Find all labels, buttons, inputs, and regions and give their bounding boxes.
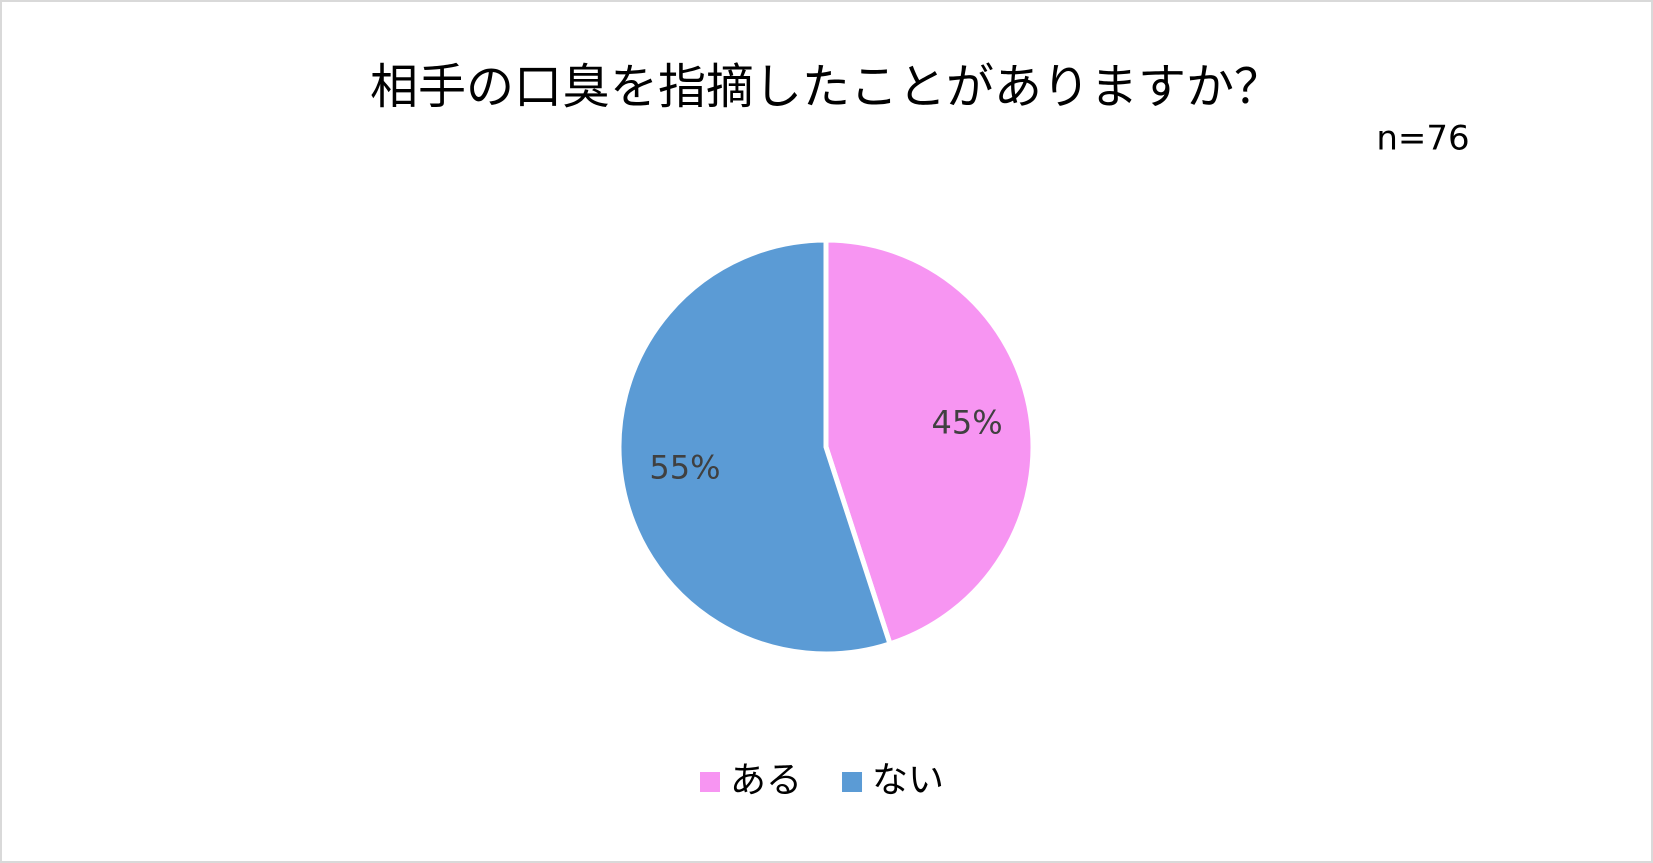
pie-slice [823, 237, 1036, 648]
legend-swatch [700, 772, 720, 792]
chart-title: 相手の口臭を指摘したことがありますか？ [370, 59, 1282, 115]
chart-subtitle: n=76 [1376, 119, 1469, 159]
legend-swatch [842, 772, 863, 792]
data-label: 45% [932, 404, 1003, 442]
legend-label: ない [872, 760, 944, 801]
legend-label: ある [730, 760, 802, 801]
data-label: 55% [649, 448, 720, 486]
pie-slice [616, 237, 894, 657]
